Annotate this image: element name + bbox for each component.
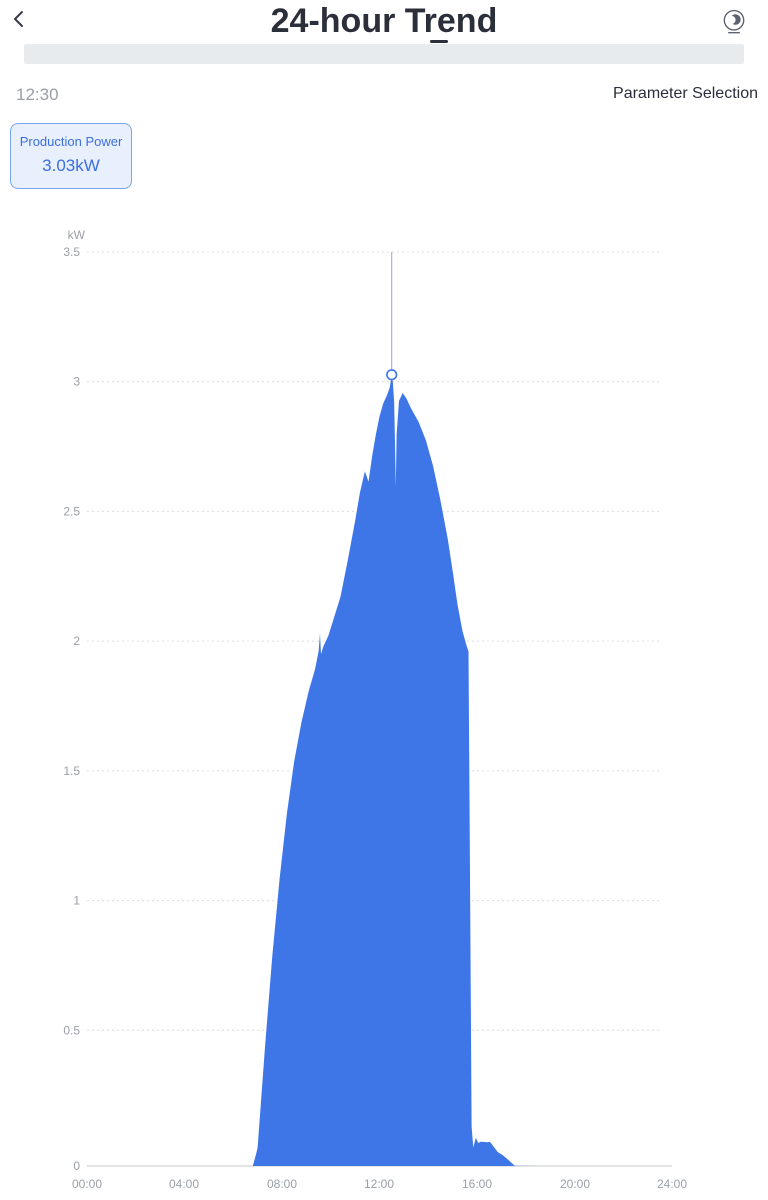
svg-text:12:00: 12:00 <box>364 1177 394 1191</box>
svg-text:1.5: 1.5 <box>63 764 80 778</box>
svg-text:1: 1 <box>73 894 80 908</box>
svg-text:3.5: 3.5 <box>63 245 80 259</box>
svg-text:0: 0 <box>73 1159 80 1173</box>
svg-text:0.5: 0.5 <box>63 1023 80 1037</box>
svg-text:24:00: 24:00 <box>657 1177 687 1191</box>
svg-text:kW: kW <box>68 230 86 242</box>
svg-text:00:00: 00:00 <box>72 1177 102 1191</box>
svg-text:2.5: 2.5 <box>63 504 80 518</box>
svg-text:2: 2 <box>73 634 80 648</box>
svg-text:3: 3 <box>73 375 80 389</box>
svg-text:16:00: 16:00 <box>462 1177 492 1191</box>
svg-text:20:00: 20:00 <box>560 1177 590 1191</box>
svg-text:04:00: 04:00 <box>169 1177 199 1191</box>
svg-text:08:00: 08:00 <box>267 1177 297 1191</box>
